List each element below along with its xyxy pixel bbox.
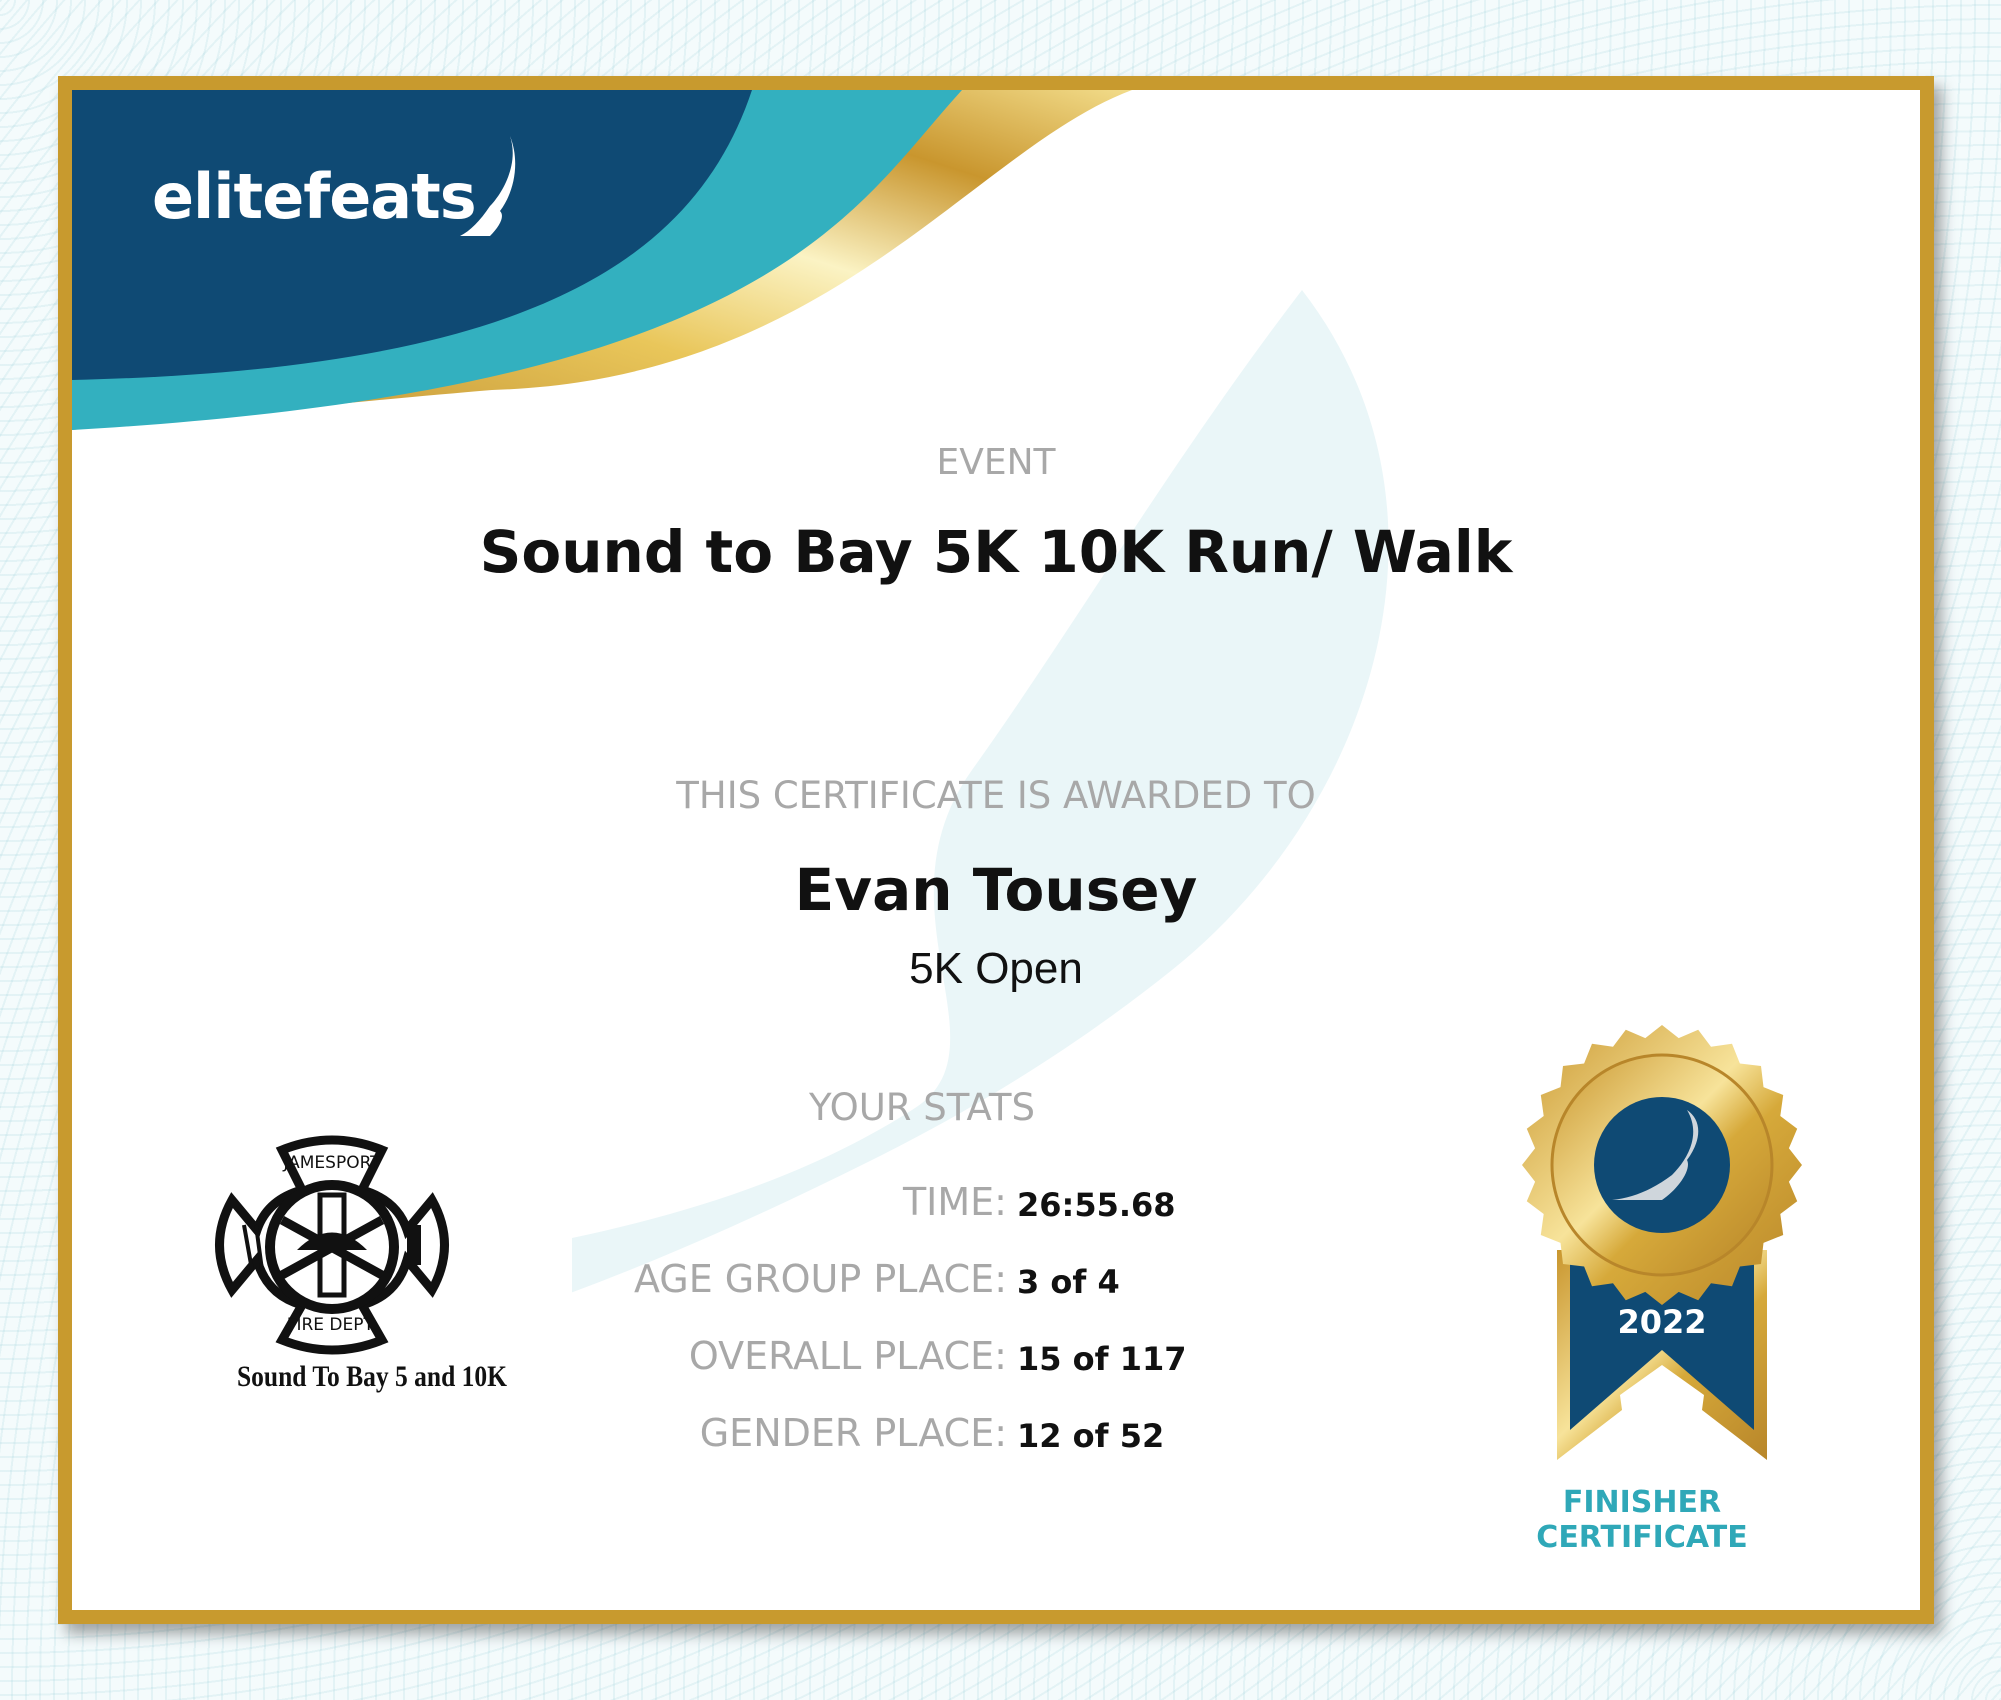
winged-foot-icon [1612, 1110, 1699, 1200]
finisher-line2: CERTIFICATE [1536, 1520, 1748, 1555]
finisher-line1: FINISHER [1562, 1485, 1722, 1520]
awarded-label: THIS CERTIFICATE IS AWARDED TO [676, 774, 1316, 817]
stat-gender-place: GENDER PLACE: 12 of 52 [272, 1411, 1792, 1471]
winged-foot-watermark [572, 290, 1389, 1293]
stat-label: GENDER PLACE: [699, 1411, 1007, 1455]
elitefeats-logo: elitefeats [152, 160, 477, 233]
medal-year: 2022 [1617, 1303, 1706, 1341]
fire-department-logo: JAMESPORT FIRE DEPT. [215, 1135, 449, 1355]
stat-label: OVERALL PLACE: [688, 1334, 1007, 1378]
header-swoosh [72, 90, 1132, 430]
finisher-label: FINISHER CERTIFICATE [1492, 1485, 1792, 1555]
stat-value: 3 of 4 [1017, 1263, 1120, 1301]
finisher-medal: 2022 [1522, 1025, 1802, 1460]
stat-value: 12 of 52 [1017, 1417, 1165, 1455]
participant-name: Evan Tousey [794, 856, 1198, 924]
certificate: elitefeats EVENT Sound to Bay 5K 10K Run… [58, 76, 1934, 1624]
stat-overall-place: OVERALL PLACE: 15 of 117 [272, 1334, 1792, 1394]
event-label: EVENT [936, 442, 1056, 483]
stats-title: YOUR STATS [809, 1086, 1035, 1129]
stat-label: TIME: [902, 1180, 1007, 1224]
stat-value: 26:55.68 [1017, 1186, 1176, 1224]
winged-foot-icon [460, 136, 516, 236]
event-title: Sound to Bay 5K 10K Run/ Walk [479, 518, 1513, 586]
stat-value: 15 of 117 [1017, 1340, 1187, 1378]
stat-time: TIME: 26:55.68 [272, 1180, 1792, 1240]
fire-bottom-text: FIRE DEPT. [287, 1315, 378, 1335]
sponsor-caption: Sound To Bay 5 and 10K [236, 1360, 508, 1393]
stat-age-group-place: AGE GROUP PLACE: 3 of 4 [272, 1257, 1792, 1317]
stat-label: AGE GROUP PLACE: [633, 1257, 1007, 1301]
fire-top-text: JAMESPORT [282, 1153, 381, 1173]
division: 5K Open [909, 944, 1083, 993]
